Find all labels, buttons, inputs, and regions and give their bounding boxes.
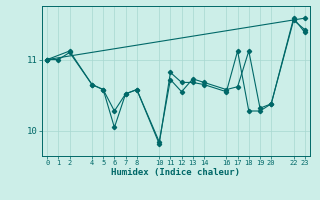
X-axis label: Humidex (Indice chaleur): Humidex (Indice chaleur) [111, 168, 241, 177]
